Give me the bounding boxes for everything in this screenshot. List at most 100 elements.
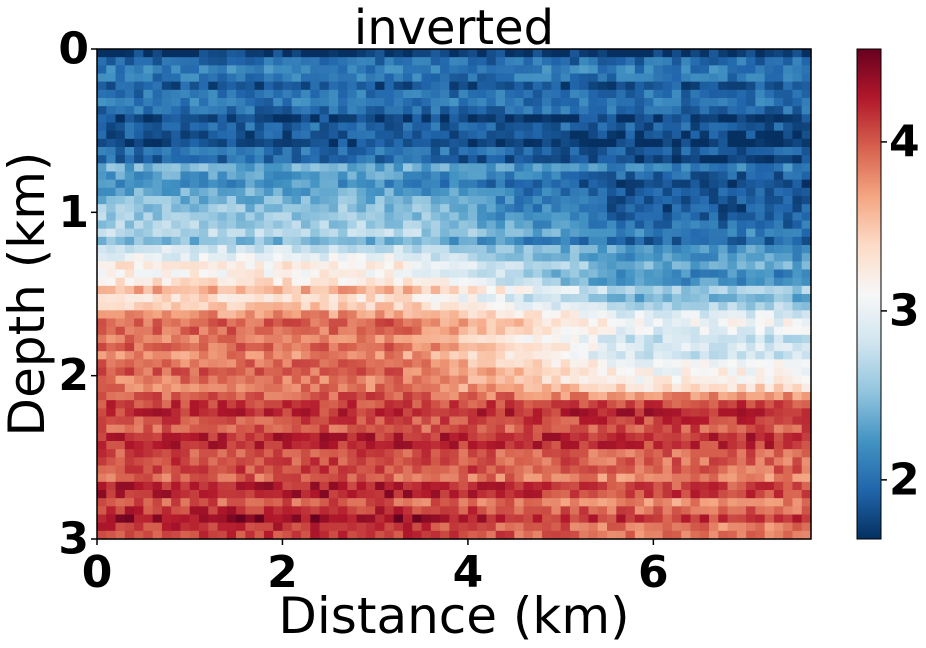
- heatmap-cell: [644, 212, 654, 222]
- heatmap-cell: [282, 416, 293, 426]
- heatmap-cell: [467, 359, 478, 369]
- heatmap-cell: [634, 490, 645, 499]
- heatmap-cell: [384, 179, 395, 189]
- heatmap-cell: [569, 130, 580, 140]
- heatmap-cell: [328, 481, 339, 491]
- heatmap-cell: [764, 285, 775, 295]
- heatmap-cell: [801, 408, 812, 418]
- heatmap-cell: [764, 138, 775, 148]
- heatmap-cell: [319, 449, 330, 458]
- heatmap-cell: [217, 245, 228, 254]
- heatmap-cell: [273, 261, 284, 271]
- heatmap-cell: [412, 171, 423, 181]
- heatmap-cell: [375, 334, 386, 344]
- heatmap-cell: [681, 294, 692, 303]
- heatmap-cell: [699, 269, 710, 279]
- heatmap-cell: [134, 196, 144, 205]
- heatmap-cell: [440, 334, 450, 344]
- heatmap-cell: [764, 408, 775, 418]
- heatmap-cell: [644, 196, 654, 205]
- heatmap-cell: [171, 73, 182, 83]
- heatmap-cell: [236, 73, 246, 83]
- heatmap-cell: [217, 269, 228, 279]
- heatmap-cell: [97, 106, 107, 115]
- heatmap-cell: [542, 383, 552, 393]
- heatmap-cell: [393, 57, 404, 66]
- heatmap-cell: [208, 359, 219, 369]
- heatmap-cell: [217, 81, 228, 91]
- heatmap-cell: [495, 367, 506, 377]
- heatmap-cell: [662, 81, 673, 91]
- plot-frame: [96, 48, 812, 540]
- heatmap-cell: [523, 326, 534, 336]
- heatmap-cell: [699, 465, 710, 475]
- heatmap-cell: [106, 498, 117, 507]
- heatmap-cell: [115, 245, 126, 254]
- heatmap-cell: [301, 138, 311, 148]
- heatmap-cell: [746, 383, 756, 393]
- heatmap-cell: [746, 481, 756, 491]
- heatmap-cell: [365, 155, 376, 164]
- heatmap-cell: [699, 155, 710, 164]
- heatmap-cell: [124, 277, 135, 287]
- heatmap-cell: [106, 98, 117, 107]
- heatmap-cell: [709, 481, 719, 491]
- heatmap-cell: [263, 245, 274, 254]
- heatmap-cell: [588, 383, 599, 393]
- heatmap-cell: [356, 310, 367, 320]
- heatmap-cell: [403, 490, 413, 499]
- heatmap-cell: [384, 81, 395, 91]
- heatmap-cell: [152, 310, 163, 320]
- heatmap-cell: [551, 269, 562, 279]
- heatmap-cell: [477, 351, 488, 360]
- heatmap-cell: [523, 204, 534, 213]
- heatmap-cell: [607, 302, 617, 311]
- heatmap-cell: [607, 449, 617, 458]
- heatmap-cell: [282, 506, 293, 516]
- heatmap-cell: [458, 179, 469, 189]
- heatmap-cell: [616, 367, 627, 377]
- heatmap-cell: [718, 530, 729, 540]
- heatmap-cell: [384, 318, 395, 328]
- heatmap-cell: [375, 73, 386, 83]
- heatmap-cell: [514, 73, 525, 83]
- heatmap-cell: [106, 147, 117, 156]
- heatmap-cell: [236, 400, 246, 409]
- heatmap-cell: [653, 179, 664, 189]
- heatmap-cell: [486, 457, 497, 467]
- heatmap-cell: [495, 277, 506, 287]
- heatmap-cell: [254, 506, 265, 516]
- heatmap-cell: [134, 261, 144, 271]
- heatmap-cell: [134, 204, 144, 213]
- heatmap-cell: [690, 261, 701, 271]
- heatmap-cell: [152, 212, 163, 222]
- heatmap-cell: [347, 441, 358, 450]
- heatmap-cell: [671, 245, 682, 254]
- heatmap-cell: [644, 481, 654, 491]
- heatmap-cell: [97, 163, 107, 173]
- heatmap-cell: [328, 220, 339, 230]
- heatmap-cell: [356, 204, 367, 213]
- heatmap-cell: [430, 98, 441, 107]
- heatmap-cell: [625, 261, 636, 271]
- heatmap-cell: [124, 179, 135, 189]
- heatmap-cell: [495, 375, 506, 385]
- heatmap-cell: [634, 277, 645, 287]
- heatmap-cell: [421, 416, 432, 426]
- heatmap-cell: [792, 424, 803, 434]
- heatmap-cell: [532, 171, 543, 181]
- heatmap-cell: [236, 302, 246, 311]
- heatmap-cell: [773, 392, 784, 401]
- heatmap-cell: [208, 212, 219, 222]
- heatmap-cell: [236, 212, 246, 222]
- heatmap-cell: [560, 228, 571, 238]
- heatmap-cell: [449, 122, 460, 132]
- heatmap-cell: [681, 334, 692, 344]
- heatmap-cell: [226, 302, 237, 311]
- heatmap-cell: [671, 163, 682, 173]
- heatmap-cell: [449, 498, 460, 507]
- heatmap-cell: [328, 253, 339, 262]
- heatmap-cell: [356, 81, 367, 91]
- heatmap-cell: [189, 138, 200, 148]
- heatmap-cell: [282, 318, 293, 328]
